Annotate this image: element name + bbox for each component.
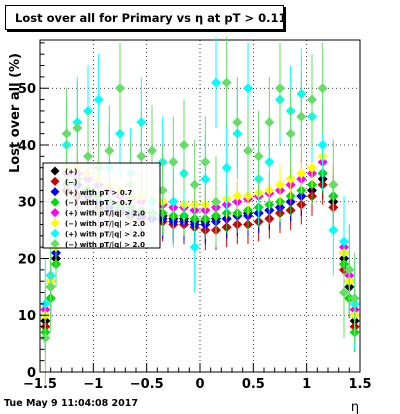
x-tick-label: −1 <box>83 377 103 392</box>
legend-marker <box>50 228 60 238</box>
grid <box>40 40 360 372</box>
legend-label: (−) <box>65 178 77 186</box>
data-point <box>221 162 232 173</box>
legend-label: (+) with pT/|q| > 2.0 <box>65 230 145 239</box>
y-axis-title: Lost over all (%) <box>8 53 23 173</box>
data-point <box>275 179 285 190</box>
data-point <box>115 83 125 94</box>
data-point <box>243 145 253 156</box>
data-point <box>232 191 243 202</box>
legend-marker <box>50 208 60 218</box>
chart-title: Lost over all for Primary vs η at pT > 0… <box>15 10 287 25</box>
data-point <box>328 179 339 190</box>
legend-marker <box>50 239 60 249</box>
x-tick-label: 1 <box>302 377 311 392</box>
data-point <box>253 151 264 162</box>
data-point <box>136 151 147 162</box>
data-point <box>285 128 296 139</box>
legend-marker <box>50 218 60 228</box>
data-point <box>307 94 317 105</box>
data-point <box>168 157 179 168</box>
data-point <box>275 83 285 94</box>
data-point <box>317 139 328 150</box>
data-point <box>189 242 200 253</box>
legend-marker <box>50 176 60 186</box>
data-point <box>40 332 51 343</box>
data-point <box>211 196 221 207</box>
axes: −1.5 −1 −0.5 0 0.5 1 1.5 0 10 20 30 40 50 <box>18 42 372 392</box>
data-point <box>339 236 349 247</box>
legend-label: (−) with pT/|q| > 2.0 <box>65 241 145 250</box>
data-point <box>339 287 349 298</box>
x-axis-title: η <box>351 400 359 414</box>
data-point <box>211 77 221 88</box>
x-tick-label: 1.5 <box>348 377 371 392</box>
chart-title-box: Lost over all for Primary vs η at pT > 0… <box>5 5 287 30</box>
legend-label: (+) <box>65 168 77 176</box>
data-point <box>307 162 317 173</box>
data-point <box>179 139 189 150</box>
data-point <box>349 293 360 304</box>
legend-label: (−) with pT > 0.7 <box>65 199 132 207</box>
y-tick-label: 20 <box>18 252 36 267</box>
legend: (+) (−) (+) with pT > 0.7 (−) with pT > 0.7… <box>42 162 161 250</box>
x-tick-label: −1.5 <box>23 377 57 392</box>
y-tick-label: 50 <box>18 82 36 97</box>
legend-box <box>42 162 161 249</box>
data-point <box>104 145 115 156</box>
data-point <box>296 111 307 122</box>
footer-timestamp: Tue May 9 11:04:08 2017 <box>4 398 138 409</box>
legend-label: (+) with pT/|q| > 2.0 <box>65 210 145 219</box>
data-point <box>147 145 157 156</box>
data-point <box>344 264 355 275</box>
legend-label: (+) with pT > 0.7 <box>65 189 132 197</box>
data-point <box>61 128 72 139</box>
data-point <box>221 77 232 88</box>
data-point <box>200 157 211 168</box>
data-point <box>189 179 200 190</box>
y-tick-label: 10 <box>18 309 36 324</box>
x-tick-label: 0.5 <box>242 377 265 392</box>
y-tick-label: 30 <box>18 196 36 211</box>
y-tick-label: 40 <box>18 139 36 154</box>
data-point <box>296 168 307 179</box>
data-point <box>264 117 275 128</box>
data-point <box>93 94 104 105</box>
legend-marker <box>50 197 60 207</box>
y-tick-label: 0 <box>27 366 36 381</box>
x-tick-label: −0.5 <box>130 377 164 392</box>
legend-marker <box>50 166 60 176</box>
data-point <box>45 281 56 292</box>
legend-label: (−) with pT/|q| > 2.0 <box>65 220 145 229</box>
data-point <box>83 151 93 162</box>
legend-marker <box>50 187 60 197</box>
data-point <box>72 122 83 133</box>
x-tick-label: 0 <box>195 377 204 392</box>
data-point <box>243 83 253 94</box>
data-point <box>317 83 328 94</box>
data-point <box>232 117 243 128</box>
